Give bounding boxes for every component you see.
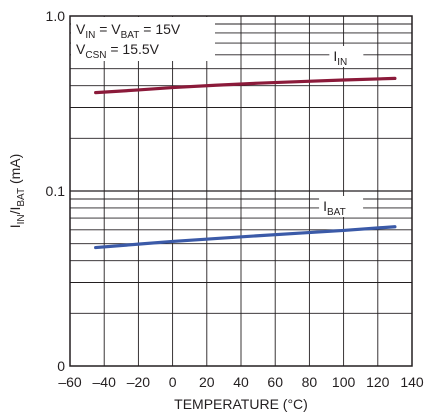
conditions-box	[71, 17, 215, 61]
condition-line-2: VCSN = 15.5V	[76, 41, 160, 61]
series-lines	[94, 76, 397, 250]
grid	[70, 16, 412, 366]
plot-frame	[69, 15, 413, 367]
series-line-ibat	[94, 225, 397, 250]
y-tick-label: 1.0	[46, 8, 66, 24]
series-label-bg-iin	[329, 46, 364, 67]
x-tick-label: –20	[127, 374, 151, 390]
series-label-bg-ibat	[319, 196, 364, 217]
y-axis-title: IIN/IBAT (mA)	[7, 154, 27, 229]
series-label-iin: IIN	[333, 48, 347, 68]
x-tick-label: 120	[366, 374, 390, 390]
x-tick-label: 60	[267, 374, 283, 390]
x-axis-title: TEMPERATURE (°C)	[174, 396, 308, 412]
x-tick-label: –40	[93, 374, 117, 390]
y-tick-label: 0	[57, 358, 65, 374]
y-tick-labels: 1.0 0.1 0	[46, 8, 66, 374]
condition-line-1: VIN = VBAT = 15V	[76, 21, 181, 41]
y-tick-label: 0.1	[46, 183, 66, 199]
x-tick-label: 140	[400, 374, 424, 390]
x-tick-labels: –60 –40 –20 0 20 40 60 80 100 120 140	[58, 374, 424, 390]
x-tick-label: 0	[169, 374, 177, 390]
x-tick-label: 100	[332, 374, 356, 390]
series-line-iin	[94, 76, 397, 95]
series-label-ibat: IBAT	[323, 198, 346, 218]
x-tick-label: –60	[58, 374, 82, 390]
x-tick-label: 20	[199, 374, 215, 390]
x-tick-label: 40	[233, 374, 249, 390]
x-tick-label: 80	[302, 374, 318, 390]
